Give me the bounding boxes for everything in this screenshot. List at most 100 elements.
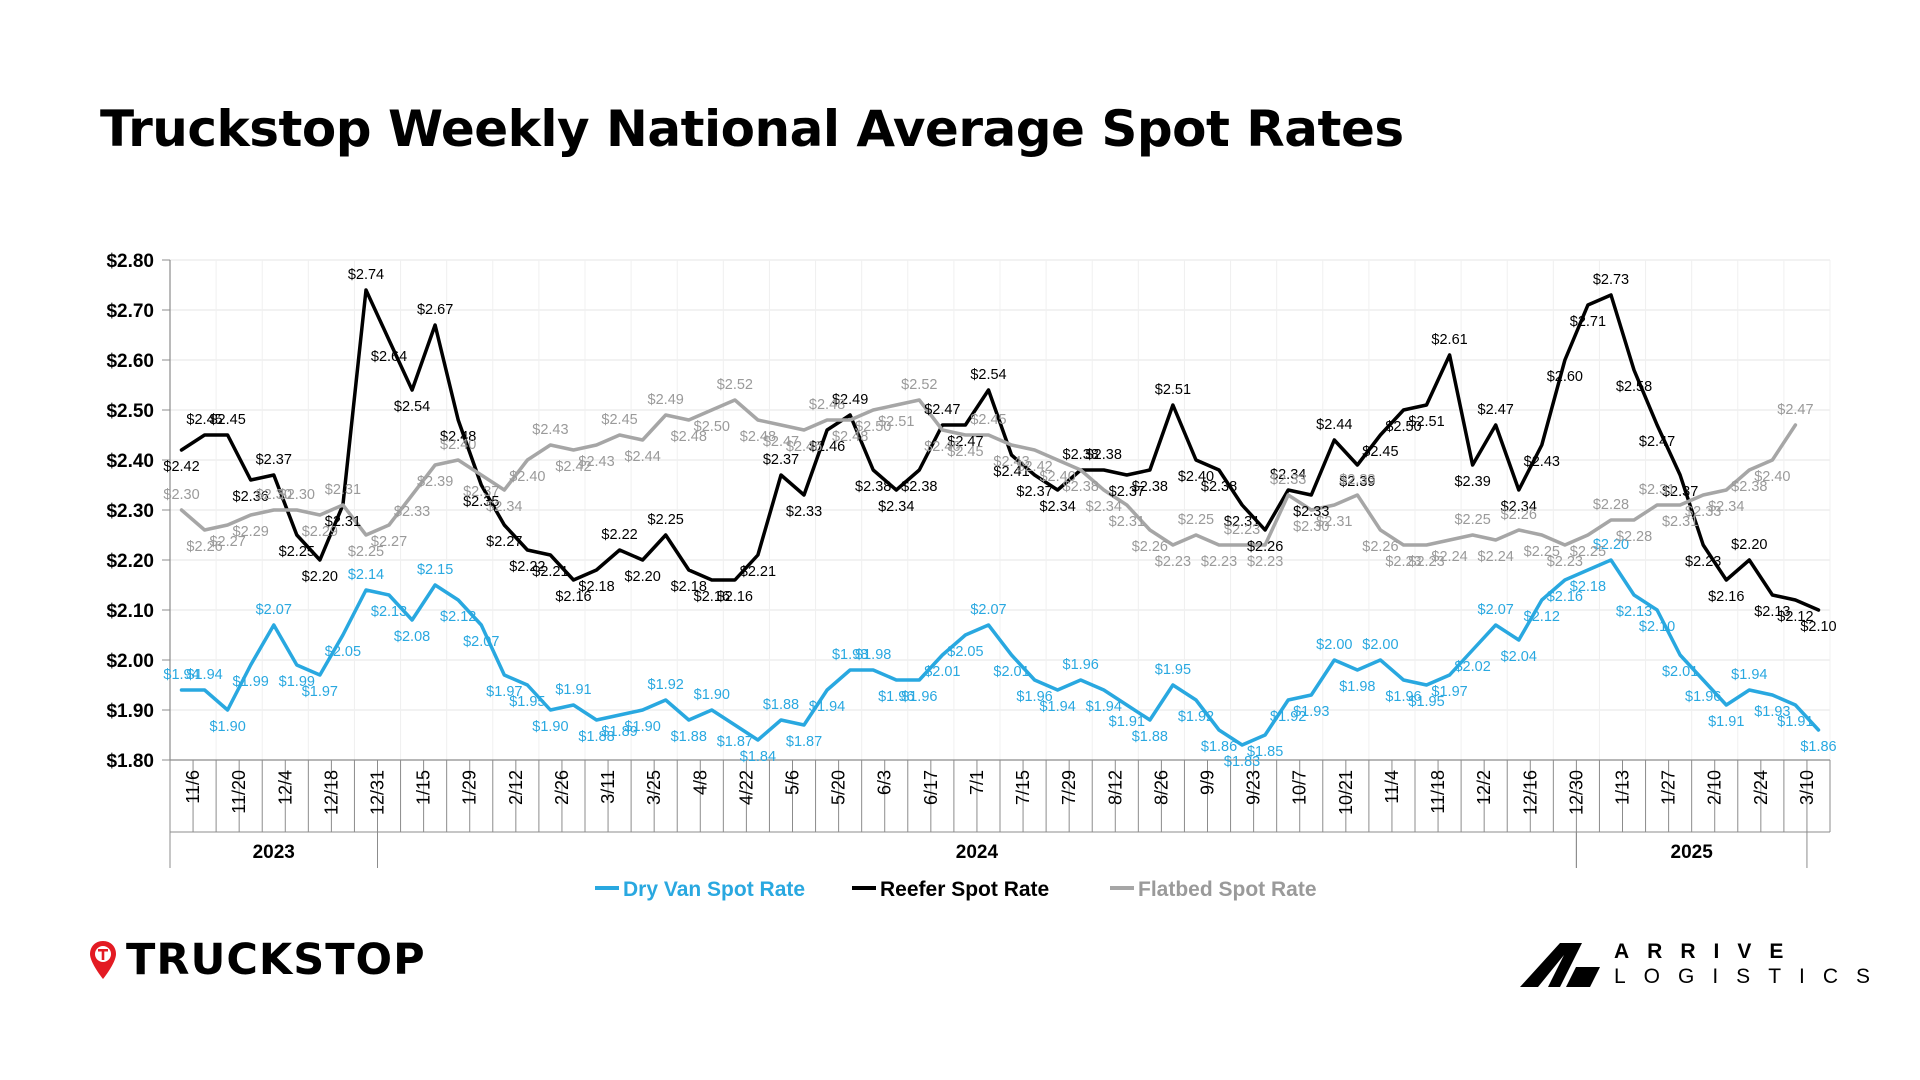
dry-van-spot-rate-data-label: $2.05 — [947, 644, 983, 660]
reefer-spot-rate-data-label: $2.18 — [671, 579, 707, 595]
reefer-spot-rate-data-label: $2.51 — [1155, 382, 1191, 398]
reefer-spot-rate-data-label: $2.47 — [1478, 402, 1514, 418]
reefer-spot-rate-data-label: $2.34 — [878, 499, 914, 515]
reefer-spot-rate-data-label: $2.13 — [1754, 604, 1790, 620]
reefer-spot-rate-data-label: $2.16 — [1708, 589, 1744, 605]
y-tick-label: $2.10 — [106, 601, 154, 622]
flatbed-spot-rate-data-label: $2.50 — [694, 419, 730, 435]
flatbed-spot-rate-data-label: $2.43 — [578, 454, 614, 470]
flatbed-spot-rate-data-label: $2.46 — [924, 439, 960, 455]
flatbed-spot-rate-data-label: $2.50 — [855, 419, 891, 435]
dry-van-spot-rate-data-label: $2.10 — [1639, 619, 1675, 635]
dry-van-spot-rate-data-label: $1.99 — [233, 674, 269, 690]
reefer-spot-rate-data-label: $2.31 — [325, 514, 361, 530]
dry-van-spot-rate-data-label: $1.97 — [302, 684, 338, 700]
dry-van-spot-rate-data-label: $2.08 — [394, 629, 430, 645]
dry-van-spot-rate-data-label: $1.98 — [1339, 679, 1375, 695]
flatbed-spot-rate-data-label: $2.43 — [532, 422, 568, 438]
map-pin-icon — [90, 941, 116, 979]
dry-van-spot-rate-data-label: $1.94 — [1039, 699, 1075, 715]
reefer-spot-rate-data-label: $2.45 — [1362, 444, 1398, 460]
y-tick-label: $1.80 — [106, 751, 154, 772]
dry-van-spot-rate-data-label: $2.14 — [348, 567, 384, 583]
x-tick-label: 1/13 — [1613, 770, 1633, 805]
x-tick-label: 1/15 — [414, 770, 434, 805]
reefer-spot-rate-data-label: $2.38 — [1086, 447, 1122, 463]
reefer-spot-rate-data-label: $2.54 — [970, 367, 1006, 383]
reefer-spot-rate-data-label: $2.38 — [1201, 479, 1237, 495]
flatbed-spot-rate-data-label: $2.23 — [1385, 554, 1421, 570]
x-tick-label: 5/20 — [829, 770, 849, 805]
reefer-spot-rate-data-label: $2.22 — [509, 559, 545, 575]
reefer-spot-rate-data-label: $2.61 — [1431, 332, 1467, 348]
y-tick-label: $2.30 — [106, 501, 154, 522]
x-tick-label: 2/12 — [506, 770, 526, 805]
dry-van-spot-rate-data-label: $1.96 — [1016, 689, 1052, 705]
flatbed-spot-rate-data-label: $2.24 — [1478, 549, 1514, 565]
reefer-spot-rate-data-label: $2.45 — [186, 412, 222, 428]
x-tick-label: 11/6 — [183, 770, 203, 804]
x-tick-label: 11/18 — [1428, 770, 1448, 814]
dry-van-spot-rate-data-label: $1.90 — [694, 687, 730, 703]
dry-van-spot-rate-data-label: $2.04 — [1501, 649, 1537, 665]
x-tick-label: 7/15 — [1013, 770, 1033, 805]
y-tick-label: $2.00 — [106, 651, 154, 672]
flatbed-spot-rate-data-label: $2.48 — [809, 397, 845, 413]
flatbed-spot-rate-data-label: $2.34 — [1086, 499, 1122, 515]
year-label: 2023 — [253, 842, 295, 863]
x-tick-label: 1/27 — [1659, 770, 1679, 805]
reefer-spot-rate-data-label: $2.37 — [1016, 484, 1052, 500]
flatbed-spot-rate-data-label: $2.33 — [394, 504, 430, 520]
flatbed-spot-rate-data-label: $2.37 — [463, 484, 499, 500]
flatbed-spot-rate-data-label: $2.40 — [1754, 469, 1790, 485]
reefer-spot-rate-data-label: $2.23 — [1685, 554, 1721, 570]
dry-van-spot-rate-data-label: $2.15 — [417, 562, 453, 578]
reefer-spot-rate-data-label: $2.54 — [394, 399, 430, 415]
dry-van-spot-rate-data-label: $1.86 — [1201, 739, 1237, 755]
reefer-spot-rate-data-label: $2.18 — [578, 579, 614, 595]
logistics-wordmark: LOGISTICS — [1614, 965, 1889, 988]
dry-van-spot-rate-data-label: $2.12 — [440, 609, 476, 625]
dry-van-spot-rate-data-label: $1.94 — [1086, 699, 1122, 715]
dry-van-spot-rate-line — [179, 558, 1821, 747]
reefer-spot-rate-data-label: $2.64 — [371, 349, 407, 365]
dry-van-spot-rate-data-label: $1.83 — [1224, 754, 1260, 770]
reefer-spot-rate-data-label: $2.49 — [832, 392, 868, 408]
flatbed-spot-rate-data-label: $2.26 — [186, 539, 222, 555]
flatbed-spot-rate-data-label: $2.23 — [1224, 522, 1260, 538]
dry-van-spot-rate-data-label: $1.94 — [1731, 667, 1767, 683]
flatbed-spot-rate-data-label: $2.33 — [1685, 504, 1721, 520]
flatbed-spot-rate-data-label: $2.42 — [1016, 459, 1052, 475]
flatbed-spot-rate-data-label: $2.44 — [624, 449, 660, 465]
reefer-spot-rate-data-label: $2.12 — [1777, 609, 1813, 625]
dry-van-spot-rate-data-label: $1.90 — [209, 719, 245, 735]
y-tick-label: $2.80 — [106, 251, 154, 272]
reefer-spot-rate-data-label: $2.34 — [1501, 499, 1537, 515]
reefer-spot-rate-data-label: $2.37 — [1662, 484, 1698, 500]
dry-van-spot-rate-data-label: $1.84 — [740, 749, 776, 765]
reefer-spot-rate-data-label: $2.46 — [809, 439, 845, 455]
x-tick-label: 11/4 — [1382, 770, 1402, 804]
flatbed-spot-rate-data-label: $2.30 — [163, 487, 199, 503]
flatbed-spot-rate-data-label: $2.23 — [1547, 554, 1583, 570]
y-tick-label: $2.50 — [106, 401, 154, 422]
dry-van-spot-rate-data-label: $2.01 — [993, 664, 1029, 680]
reefer-spot-rate-data-label: $2.58 — [1616, 379, 1652, 395]
reefer-spot-rate-data-label: $2.25 — [648, 512, 684, 528]
reefer-spot-rate-data-label: $2.42 — [163, 459, 199, 475]
arrive-logo-mark-icon — [1520, 943, 1600, 987]
dry-van-spot-rate-data-label: $2.05 — [325, 644, 361, 660]
dry-van-spot-rate-data-label: $2.00 — [1362, 637, 1398, 653]
reefer-spot-rate-line — [179, 288, 1821, 612]
reefer-spot-rate-data-label: $2.67 — [417, 302, 453, 318]
dry-van-spot-rate-data-label: $1.88 — [671, 729, 707, 745]
reefer-spot-rate-data-label: $2.27 — [486, 534, 522, 550]
x-tick-label: 2/26 — [552, 770, 572, 805]
dry-van-spot-rate-data-label: $2.13 — [1616, 604, 1652, 620]
flatbed-spot-rate-data-label: $2.49 — [648, 392, 684, 408]
reefer-spot-rate-data-label: $2.51 — [1408, 414, 1444, 430]
reefer-spot-rate-data-label: $2.74 — [348, 267, 384, 283]
dry-van-spot-rate-data-label: $1.95 — [1408, 694, 1444, 710]
dry-van-spot-rate-data-label: $1.94 — [163, 667, 199, 683]
